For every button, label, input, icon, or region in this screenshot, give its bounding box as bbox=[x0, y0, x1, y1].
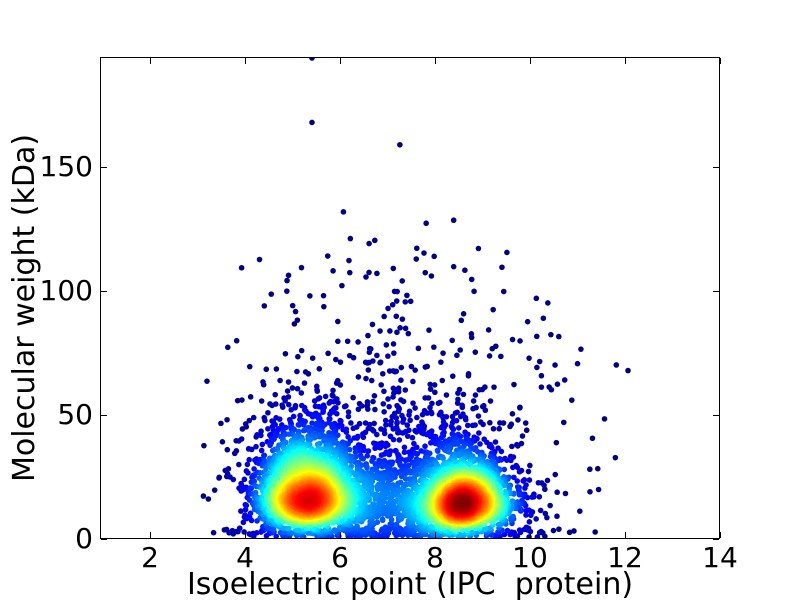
y-tick-label: 150 bbox=[39, 150, 93, 184]
x-tick-label: 14 bbox=[702, 541, 738, 574]
x-tick-label: 6 bbox=[331, 541, 349, 574]
y-tick-label: 50 bbox=[57, 398, 93, 432]
x-tick-label: 4 bbox=[236, 541, 254, 574]
x-tick-label: 2 bbox=[141, 541, 159, 574]
x-tick-label: 8 bbox=[426, 541, 444, 574]
y-tick-label: 0 bbox=[75, 522, 93, 555]
x-axis-label: Isoelectric point (IPC protein) bbox=[186, 567, 634, 600]
x-tick-label: 12 bbox=[607, 541, 643, 574]
y-tick-label: 100 bbox=[39, 274, 93, 308]
y-axis-label: Molecular weight (kDa) bbox=[7, 133, 42, 483]
x-tick-label: 10 bbox=[512, 541, 548, 574]
